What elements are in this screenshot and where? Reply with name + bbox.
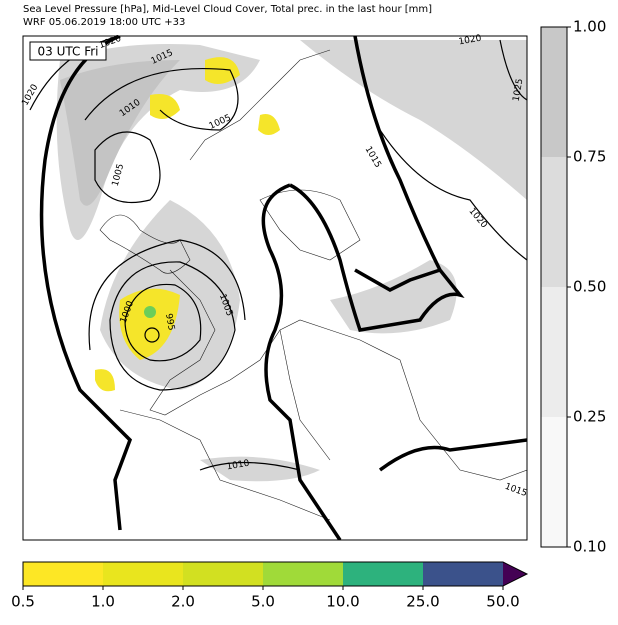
precip-tick-label: 10.0 xyxy=(326,593,359,611)
cloud-tick-label: 0.75 xyxy=(573,148,606,166)
precip-colorbar xyxy=(22,561,529,587)
precip-tick-label: 1.0 xyxy=(91,593,115,611)
cloud-tick-label: 0.25 xyxy=(573,408,606,426)
contour-label: 1020 xyxy=(458,34,483,48)
cloud-tick-label: 1.00 xyxy=(573,18,606,36)
cloud-colorbar xyxy=(540,26,568,548)
map: 03 UTC Fri 1020 1020 1015 1010 1005 1005… xyxy=(20,34,528,541)
contour-label: 995 xyxy=(163,313,176,332)
contour-label: 1010 xyxy=(226,459,251,473)
precip-tick-label: 5.0 xyxy=(251,593,275,611)
cloud-tick-label: 0.10 xyxy=(573,538,606,556)
title-line1: Sea Level Pressure [hPa], Mid-Level Clou… xyxy=(23,4,432,15)
precip-tick-label: 0.5 xyxy=(11,593,35,611)
contour-label: 1025 xyxy=(512,78,526,102)
precip-tick-label: 50.0 xyxy=(486,593,519,611)
time-label: 03 UTC Fri xyxy=(38,45,99,59)
cloud-tick-label: 0.50 xyxy=(573,278,606,296)
precip-tick-label: 2.0 xyxy=(171,593,195,611)
title-line2: WRF 05.06.2019 18:00 UTC +33 xyxy=(23,17,185,28)
precip-tick-label: 25.0 xyxy=(406,593,439,611)
